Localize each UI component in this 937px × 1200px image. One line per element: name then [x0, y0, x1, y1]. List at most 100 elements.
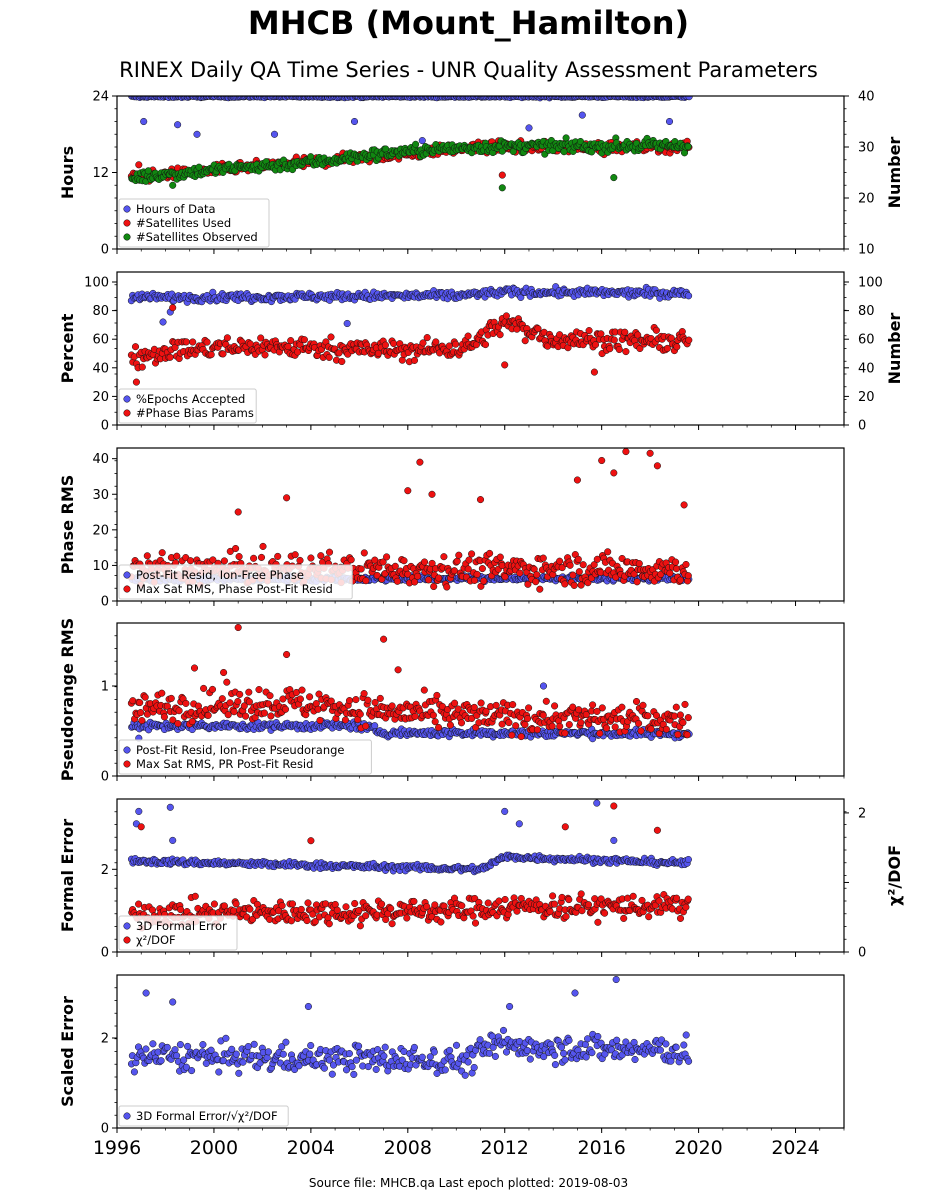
- data-point: [464, 565, 472, 573]
- data-point: [412, 140, 420, 148]
- data-point: [195, 163, 203, 171]
- data-point: [454, 705, 462, 713]
- data-point: [400, 557, 408, 565]
- data-point: [663, 344, 671, 352]
- data-point: [220, 668, 228, 677]
- data-point: [350, 117, 359, 126]
- data-point: [218, 695, 226, 703]
- data-point: [259, 542, 267, 550]
- data-point: [159, 318, 167, 326]
- data-point: [234, 623, 242, 632]
- legend-box: [118, 739, 372, 775]
- data-point: [575, 706, 583, 714]
- legend-label: Max Sat RMS, Phase Post-Fit Resid: [136, 582, 333, 596]
- data-point: [132, 378, 140, 386]
- data-point: [562, 912, 570, 921]
- data-point: [298, 686, 306, 694]
- data-point: [484, 899, 492, 907]
- data-point: [578, 111, 586, 119]
- legend-box: [118, 388, 257, 424]
- data-point: [468, 550, 476, 558]
- data-point: [245, 688, 253, 696]
- data-point: [610, 174, 618, 182]
- data-point: [306, 693, 314, 701]
- data-point: [246, 905, 254, 913]
- data-point: [131, 343, 140, 351]
- data-point: [620, 914, 628, 922]
- data-point: [512, 722, 520, 730]
- data-point: [597, 330, 605, 338]
- y-tick-label: 0: [101, 595, 109, 610]
- data-point: [464, 332, 472, 340]
- data-point: [420, 686, 428, 694]
- data-point: [394, 666, 402, 674]
- data-point: [446, 721, 454, 729]
- y-axis-label: Percent: [58, 313, 77, 383]
- data-point: [325, 353, 333, 361]
- data-point: [598, 456, 606, 465]
- data-point: [636, 344, 644, 353]
- data-point: [242, 712, 250, 720]
- data-point: [521, 337, 529, 345]
- data-point: [565, 721, 573, 729]
- data-point: [291, 551, 299, 559]
- data-point: [428, 490, 436, 498]
- data-point: [376, 694, 384, 702]
- data-point: [457, 719, 466, 727]
- data-point: [390, 339, 398, 348]
- data-point: [135, 161, 143, 169]
- data-point: [596, 729, 604, 737]
- data-point: [556, 557, 564, 565]
- data-point: [296, 556, 304, 564]
- data-point: [167, 694, 175, 702]
- data-point: [590, 561, 598, 569]
- data-point: [662, 725, 670, 733]
- data-point: [685, 96, 693, 101]
- data-point: [611, 723, 619, 731]
- data-point: [685, 292, 693, 300]
- data-point: [352, 696, 360, 704]
- data-point: [362, 912, 370, 920]
- legend: Hours of Data#Satellites Used#Satellites…: [118, 198, 270, 248]
- data-point: [646, 449, 654, 457]
- data-point: [565, 896, 573, 904]
- data-point: [188, 717, 196, 726]
- data-point: [606, 345, 614, 353]
- data-point: [429, 711, 437, 719]
- data-point: [550, 900, 558, 908]
- data-point: [423, 334, 431, 342]
- data-point: [560, 148, 568, 156]
- data-point: [160, 713, 168, 721]
- panel-2: 020406080100Percent020406080100Number%Ep…: [58, 271, 904, 434]
- data-point: [578, 907, 586, 915]
- data-point: [435, 574, 443, 582]
- data-point: [685, 336, 693, 344]
- data-point: [453, 557, 461, 565]
- data-point: [673, 343, 681, 351]
- data-point: [303, 917, 311, 925]
- y-tick-label: 12: [92, 166, 109, 181]
- data-point: [655, 729, 663, 738]
- right-y-tick-label: 20: [858, 390, 875, 405]
- data-point: [471, 919, 480, 927]
- data-point: [136, 699, 144, 707]
- data-point: [411, 712, 419, 720]
- data-point: [240, 702, 248, 710]
- data-point: [632, 697, 641, 706]
- data-point: [261, 351, 269, 359]
- data-point: [615, 345, 623, 354]
- data-point: [174, 121, 182, 129]
- data-point: [584, 901, 593, 909]
- data-point: [598, 704, 606, 712]
- data-point: [182, 699, 190, 707]
- data-point: [644, 712, 652, 720]
- data-point: [577, 719, 585, 727]
- data-point: [182, 338, 190, 346]
- data-point: [515, 820, 523, 828]
- data-point: [380, 635, 388, 643]
- data-point: [667, 334, 675, 342]
- data-point: [633, 578, 641, 586]
- data-point: [505, 719, 513, 727]
- y-tick-label: 0: [101, 770, 109, 785]
